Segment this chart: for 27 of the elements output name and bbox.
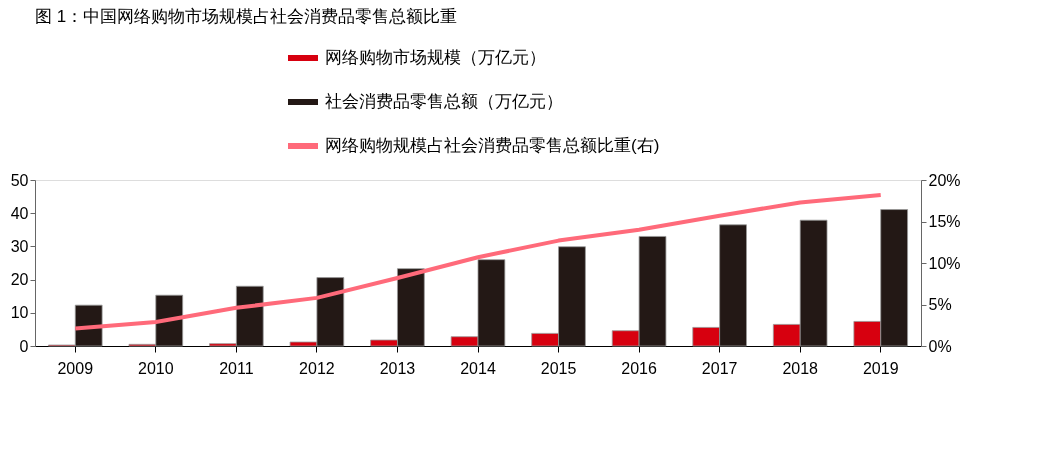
legend-label: 社会消费品零售总额（万亿元）: [325, 92, 563, 111]
y-tick-label: 30: [10, 237, 29, 255]
y2-tick-label: 0%: [928, 337, 952, 355]
legend-label: 网络购物规模占社会消费品零售总额比重(右): [325, 136, 660, 155]
line-series: [73, 192, 883, 331]
y-tick-label: 0: [19, 337, 29, 355]
y2-tick-label: 10%: [928, 254, 961, 272]
x-tick-label: 2014: [460, 359, 496, 377]
y-tick-label: 20: [10, 271, 29, 289]
y-tick-label: 10: [10, 304, 29, 322]
y-tick-label: 50: [10, 171, 29, 189]
x-tick-label: 2011: [219, 359, 254, 377]
x-tick-label: 2019: [862, 359, 899, 377]
x-tick-label: 2017: [701, 359, 738, 377]
x-tick-label: 2009: [57, 359, 94, 377]
x-tick-label: 2010: [138, 359, 174, 377]
x-tick-label: 2012: [299, 359, 335, 377]
y2-tick-label: 15%: [928, 213, 961, 230]
legend-label: 网络购物市场规模（万亿元）: [325, 48, 546, 67]
x-tick-label: 2016: [621, 359, 657, 377]
y2-tick-label: 20%: [928, 171, 961, 189]
y2-tick-label: 5%: [928, 296, 952, 313]
chart-title: 图 1：中国网络购物市场规模占社会消费品零售总额比重: [35, 7, 458, 26]
x-tick-label: 2013: [379, 359, 416, 377]
x-tick-label: 2015: [540, 359, 577, 377]
y-tick-label: 40: [10, 204, 29, 222]
x-tick-label: 2018: [782, 359, 819, 377]
